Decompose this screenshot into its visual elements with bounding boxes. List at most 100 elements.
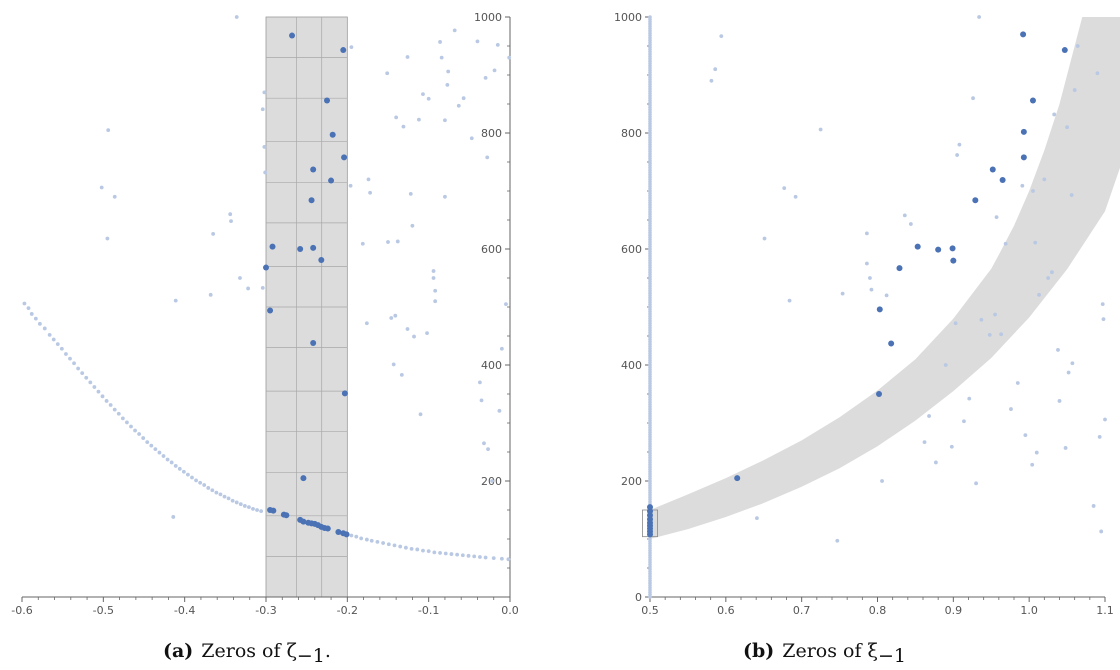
zero-point-light	[1042, 177, 1047, 182]
x-tick-label: -0.3	[255, 604, 276, 617]
zero-point-light	[835, 538, 840, 543]
zero-point-light	[211, 232, 216, 236]
zero-point	[876, 391, 883, 397]
zero-point-light	[957, 142, 962, 147]
zero-point-light	[1009, 407, 1013, 411]
chart-zeros-zeta: -0.6-0.5-0.4-0.3-0.2-0.10.02004006008001…	[11, 11, 518, 617]
caption-a-subscript: −1	[297, 645, 325, 667]
zero-point-light	[971, 96, 975, 101]
zero-point-light	[421, 92, 425, 97]
zero-point	[269, 243, 276, 250]
zero-point-light	[386, 542, 391, 547]
caption-b: (b) Zeros of ξ−1	[743, 640, 906, 667]
zero-point-light	[762, 236, 767, 241]
zero-point-light	[99, 185, 104, 190]
zero-point-light	[169, 460, 174, 465]
zero-point-light	[251, 506, 255, 511]
zero-point	[308, 197, 315, 204]
zero-point	[300, 518, 307, 525]
zero-point-light	[432, 550, 437, 555]
zero-point-light	[486, 447, 490, 451]
zero-point	[1061, 47, 1068, 54]
x-tick-label: 0.0	[501, 604, 519, 617]
zero-point	[283, 512, 290, 519]
zero-point	[935, 246, 942, 253]
curved-band	[650, 17, 1120, 539]
zero-point-light	[202, 483, 207, 487]
zero-point-light	[262, 145, 267, 149]
zero-point-light	[228, 212, 233, 217]
zero-point	[950, 257, 957, 264]
zero-point	[329, 131, 336, 138]
zero-point-light	[206, 486, 211, 490]
zero-point-light	[386, 240, 390, 244]
zero-point-light	[713, 67, 718, 72]
x-tick-label: 0.5	[641, 604, 659, 617]
zero-point-light	[478, 380, 482, 385]
zero-point-light	[1037, 292, 1041, 297]
y-tick-label: 400	[621, 359, 642, 372]
zero-point-light	[927, 414, 931, 418]
zero-point-light	[181, 469, 186, 474]
zero-point-light	[475, 39, 480, 44]
zero-point	[1029, 97, 1036, 104]
zero-point-light	[1095, 71, 1100, 76]
caption-a: (a) Zeros of ζ−1.	[163, 640, 331, 667]
zero-point-light	[149, 443, 154, 448]
zero-point-light	[490, 479, 495, 483]
zero-point	[949, 245, 956, 252]
zero-point	[972, 197, 979, 204]
zero-point-light	[51, 337, 56, 342]
zero-point-light	[485, 155, 490, 160]
zero-point-light	[495, 42, 500, 47]
x-tick-label: 0.6	[717, 604, 735, 617]
zero-point-light	[349, 45, 354, 50]
zero-point-light	[1075, 44, 1080, 48]
zero-point-light	[96, 389, 101, 394]
zero-point-light	[405, 327, 410, 331]
y-tick-label: 200	[621, 475, 642, 488]
caption-a-tag: (a)	[163, 640, 193, 662]
zero-point-light	[438, 551, 442, 555]
zero-point-light	[398, 544, 403, 549]
zero-point-light	[246, 286, 251, 291]
zero-point-light	[884, 293, 889, 298]
zero-point-light	[137, 432, 142, 436]
zero-point	[310, 339, 317, 346]
zero-point-light	[1050, 270, 1054, 275]
zero-point-light	[1103, 417, 1107, 422]
zero-point-light	[348, 183, 353, 188]
zero-point-light	[262, 90, 267, 95]
zero-point-light	[145, 440, 150, 445]
zero-point-light	[445, 82, 450, 87]
zero-point-light	[359, 536, 364, 541]
zero-point	[267, 307, 274, 314]
zero-point-light	[394, 115, 399, 120]
y-tick-label: 600	[621, 243, 642, 256]
zero-point-light	[226, 496, 231, 501]
zero-point-light	[443, 551, 448, 556]
zero-point-light	[76, 366, 81, 371]
zero-point-light	[967, 396, 972, 401]
zero-point-light	[403, 545, 408, 550]
zero-point-light	[1056, 348, 1060, 352]
svg-text:(a)Zeros of ζ−1.: (a) Zeros of ζ−1.	[163, 640, 331, 667]
zero-point	[1020, 128, 1027, 135]
zero-point-light	[1003, 241, 1008, 246]
zero-point-light	[29, 312, 34, 316]
zero-point-light	[1057, 399, 1062, 403]
zero-point-light	[455, 552, 460, 557]
zero-point-light	[1033, 240, 1038, 245]
zero-point-light	[381, 541, 386, 545]
zero-point-light	[399, 372, 404, 377]
zero-point-light	[433, 299, 438, 304]
zero-point	[297, 246, 304, 252]
zero-point-light	[369, 538, 374, 543]
zero-point-light	[499, 346, 504, 351]
zero-point	[999, 176, 1006, 183]
caption-b-subscript: −1	[878, 645, 906, 667]
zero-point	[340, 47, 347, 54]
zero-point-light	[354, 534, 359, 539]
zero-point-light	[412, 334, 416, 339]
